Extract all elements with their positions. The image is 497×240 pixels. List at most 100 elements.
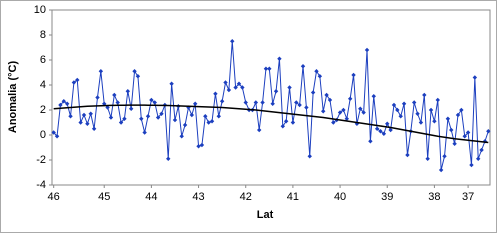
marker — [112, 92, 117, 98]
x-tick-label: 45 — [98, 191, 110, 203]
marker — [51, 130, 56, 135]
marker — [182, 122, 188, 128]
x-tick-label: 37 — [462, 191, 474, 203]
x-tick-label: 39 — [381, 191, 393, 203]
marker — [358, 106, 363, 111]
marker — [435, 97, 440, 103]
marker — [418, 120, 424, 125]
marker — [257, 127, 262, 133]
marker — [378, 129, 383, 134]
marker — [152, 100, 157, 105]
marker — [260, 100, 265, 105]
marker — [364, 47, 370, 53]
marker — [395, 107, 400, 113]
marker — [327, 97, 333, 103]
marker — [469, 162, 474, 168]
trend-line — [53, 104, 489, 144]
marker — [75, 77, 80, 83]
marker — [300, 64, 306, 69]
marker — [139, 116, 144, 121]
marker — [401, 101, 407, 106]
marker — [253, 100, 259, 105]
marker — [233, 85, 238, 90]
marker — [68, 114, 73, 119]
x-tick-label: 46 — [48, 191, 60, 203]
marker — [297, 102, 302, 108]
marker — [314, 69, 319, 74]
marker — [98, 69, 104, 74]
marker — [310, 90, 316, 95]
marker — [385, 121, 390, 126]
marker — [307, 154, 312, 159]
marker — [105, 105, 110, 110]
marker — [280, 124, 285, 129]
marker — [277, 56, 282, 61]
y-tick-label: 8 — [40, 29, 46, 41]
marker — [267, 66, 272, 71]
marker — [449, 127, 454, 133]
marker — [432, 119, 437, 124]
marker — [236, 81, 242, 86]
marker — [428, 107, 434, 113]
marker — [108, 115, 114, 120]
marker — [132, 69, 137, 74]
marker — [88, 111, 93, 116]
marker — [145, 114, 151, 119]
marker — [425, 156, 430, 161]
marker — [243, 100, 248, 105]
marker — [54, 134, 60, 139]
marker — [189, 112, 195, 118]
marker — [381, 131, 387, 136]
marker — [223, 80, 228, 85]
marker — [115, 100, 120, 105]
marker — [95, 95, 100, 100]
marker — [206, 120, 211, 125]
y-tick-label: 6 — [40, 54, 46, 66]
marker — [192, 101, 198, 106]
y-axis-label: Anomalia (°C) — [7, 61, 19, 134]
marker — [169, 81, 174, 86]
x-tick-label: 40 — [334, 191, 346, 203]
marker — [135, 74, 141, 79]
x-tick-label: 44 — [145, 191, 157, 203]
marker — [462, 134, 467, 139]
marker — [118, 120, 124, 125]
marker — [102, 101, 107, 106]
marker — [81, 112, 87, 118]
marker — [331, 120, 336, 125]
marker — [361, 110, 366, 115]
marker — [209, 119, 215, 124]
marker — [263, 66, 269, 71]
marker — [438, 167, 444, 173]
marker — [142, 130, 147, 135]
marker — [216, 114, 221, 119]
marker — [374, 126, 380, 131]
marker — [472, 75, 478, 80]
marker — [159, 111, 164, 116]
marker — [415, 111, 420, 116]
marker — [172, 117, 178, 123]
marker — [78, 120, 83, 125]
marker — [371, 94, 376, 99]
marker — [411, 100, 417, 105]
marker — [459, 107, 464, 113]
marker — [324, 92, 329, 98]
marker — [351, 72, 356, 78]
marker — [179, 134, 184, 139]
marker — [196, 144, 201, 149]
y-tick-label: 10 — [34, 4, 46, 16]
marker — [465, 130, 471, 135]
marker — [391, 102, 397, 108]
x-tick-label: 42 — [240, 191, 252, 203]
marker — [203, 114, 208, 119]
marker — [476, 156, 481, 161]
marker — [213, 91, 218, 96]
marker — [479, 147, 484, 153]
marker — [347, 96, 353, 101]
plot-frame — [51, 9, 491, 186]
marker — [125, 89, 131, 94]
x-tick-label: 43 — [192, 191, 204, 203]
marker — [122, 116, 127, 121]
marker — [422, 92, 427, 98]
